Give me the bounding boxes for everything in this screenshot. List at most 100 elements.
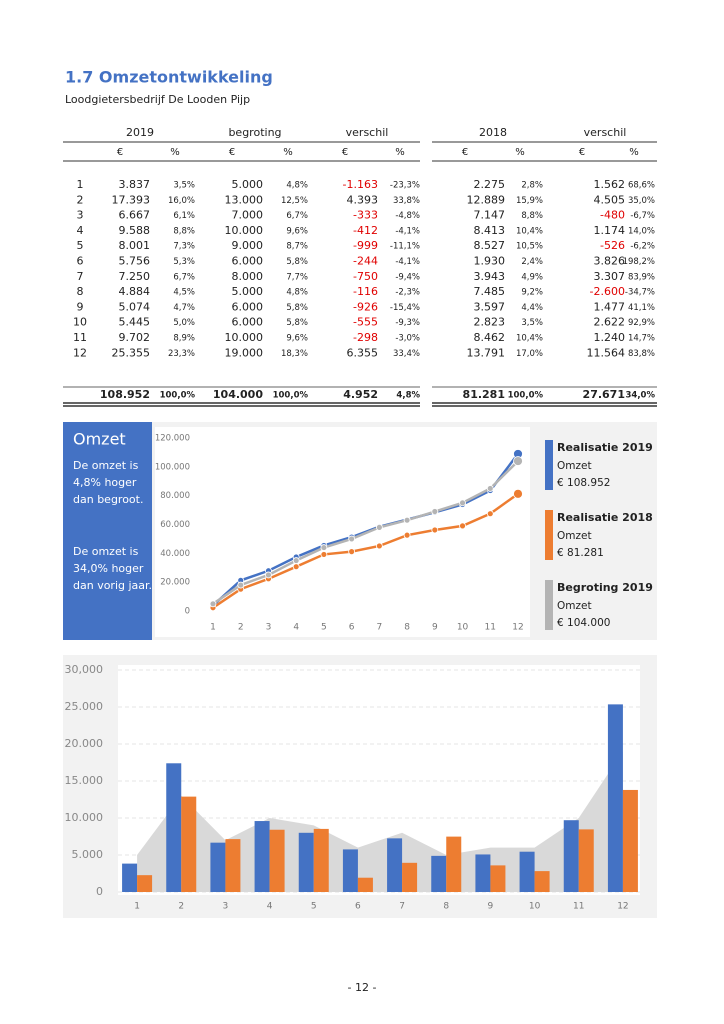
table-cell: 4,8% bbox=[286, 181, 308, 191]
table-cell: 14,0% bbox=[628, 226, 655, 236]
x-tick-label: 3 bbox=[223, 902, 229, 912]
unit-header: € bbox=[229, 147, 235, 158]
table-cell: 198,2% bbox=[623, 257, 655, 267]
y-tick-label: 80.000 bbox=[160, 491, 190, 501]
column-group: 2019 bbox=[126, 126, 154, 139]
bar bbox=[225, 839, 241, 892]
table-cell: 5.000 bbox=[232, 178, 264, 191]
row-label: 6 bbox=[77, 255, 84, 268]
table-cell: 1.477 bbox=[594, 300, 626, 313]
sidebar-note: dan vorig jaar. bbox=[73, 579, 152, 592]
unit-header: % bbox=[629, 147, 639, 158]
y-tick-label: 60.000 bbox=[160, 520, 190, 530]
table-cell: -15,4% bbox=[390, 303, 420, 313]
y-tick-label: 25.000 bbox=[65, 700, 104, 713]
point bbox=[431, 508, 439, 515]
table-cell: 15,9% bbox=[516, 196, 543, 206]
series-line bbox=[212, 492, 519, 609]
bar bbox=[519, 851, 535, 892]
table-cell: 6.000 bbox=[232, 255, 264, 268]
row-label: 3 bbox=[77, 209, 84, 222]
table-cell: 5.000 bbox=[232, 285, 264, 298]
table-cell: 10.000 bbox=[225, 224, 264, 237]
sidebar-note: dan begroot. bbox=[73, 493, 143, 506]
bar bbox=[137, 875, 153, 892]
table-cell: 100,0% bbox=[508, 391, 544, 401]
table-cell: 8.001 bbox=[119, 239, 151, 252]
sidebar-note: 34,0% hoger bbox=[73, 562, 144, 575]
table-cell: 2.622 bbox=[594, 316, 626, 329]
unit-header: € bbox=[462, 147, 468, 158]
table-cell: 5,3% bbox=[173, 257, 195, 267]
table-cell: 5,8% bbox=[286, 318, 308, 328]
x-tick-label: 9 bbox=[488, 902, 494, 912]
table-cell: -298 bbox=[353, 331, 378, 344]
point bbox=[459, 522, 466, 530]
table-cell: -4,1% bbox=[395, 226, 420, 236]
unit-header: % bbox=[515, 147, 525, 158]
table-cell: 3,5% bbox=[521, 318, 543, 328]
row-label: 4 bbox=[77, 224, 84, 237]
table-cell: 3.597 bbox=[474, 300, 506, 313]
unit-header: % bbox=[395, 147, 405, 158]
bar bbox=[578, 829, 594, 892]
table-cell: 3,5% bbox=[173, 181, 195, 191]
x-tick-label: 11 bbox=[485, 623, 496, 633]
table-cell: 9,6% bbox=[286, 334, 308, 344]
x-tick-label: 4 bbox=[267, 902, 273, 912]
table-cell: -750 bbox=[353, 270, 378, 283]
sidebar-note: De omzet is bbox=[73, 459, 139, 472]
x-tick-label: 5 bbox=[311, 902, 317, 912]
table-cell: 33,8% bbox=[393, 196, 420, 206]
column-group: 2018 bbox=[479, 126, 507, 139]
table-cell: 9,6% bbox=[286, 226, 308, 236]
x-tick-label: 6 bbox=[355, 902, 361, 912]
table-cell: 100,0% bbox=[160, 391, 196, 401]
point bbox=[375, 542, 383, 550]
subtitle: Loodgietersbedrijf De Looden Pijp bbox=[65, 93, 250, 106]
x-tick-label: 2 bbox=[178, 902, 184, 912]
table-cell: 4.393 bbox=[347, 193, 379, 206]
table-cell: 6,7% bbox=[173, 272, 195, 282]
legend-label: Begroting 2019 bbox=[557, 581, 653, 594]
row-label: 10 bbox=[73, 316, 87, 329]
table-cell: -6,7% bbox=[630, 211, 655, 221]
table-cell: 5.756 bbox=[119, 255, 151, 268]
table-cell: 108.952 bbox=[100, 388, 150, 401]
table-cell: 5,8% bbox=[286, 257, 308, 267]
title: 1.7 Omzetontwikkeling bbox=[65, 68, 273, 87]
table-cell: 2,8% bbox=[521, 181, 543, 191]
x-tick-label: 8 bbox=[443, 902, 449, 912]
point bbox=[209, 600, 217, 608]
legend-swatch bbox=[545, 580, 553, 630]
table-cell: 12.889 bbox=[467, 193, 506, 206]
table-cell: 9,2% bbox=[521, 288, 543, 298]
table-cell: 3.837 bbox=[119, 178, 151, 191]
y-tick-label: 0 bbox=[185, 607, 190, 617]
legend-note: € 108.952 bbox=[557, 477, 610, 489]
table-cell: 4,9% bbox=[521, 272, 543, 282]
table-cell: 1.930 bbox=[474, 255, 506, 268]
point bbox=[348, 535, 356, 543]
table-cell: -999 bbox=[353, 239, 378, 252]
series-line bbox=[212, 460, 519, 605]
table-cell: 13.000 bbox=[225, 193, 264, 206]
y-tick-label: 0 bbox=[96, 885, 103, 898]
x-tick-label: 10 bbox=[529, 902, 541, 912]
point bbox=[265, 571, 272, 579]
table-cell: 1.174 bbox=[594, 224, 626, 237]
table-cell: 25.355 bbox=[112, 346, 151, 359]
bar bbox=[622, 789, 638, 892]
table-cell: -412 bbox=[353, 224, 378, 237]
row-label: 12 bbox=[73, 346, 87, 359]
point bbox=[513, 456, 523, 466]
bar bbox=[313, 828, 329, 892]
table-cell: 83,8% bbox=[628, 349, 655, 359]
bar bbox=[357, 877, 373, 892]
bar bbox=[607, 704, 623, 892]
point bbox=[403, 516, 411, 524]
table-cell: 10,5% bbox=[516, 242, 543, 252]
bar bbox=[431, 855, 447, 892]
table-cell: 5,8% bbox=[286, 303, 308, 313]
table-cell: 4,4% bbox=[521, 303, 543, 313]
